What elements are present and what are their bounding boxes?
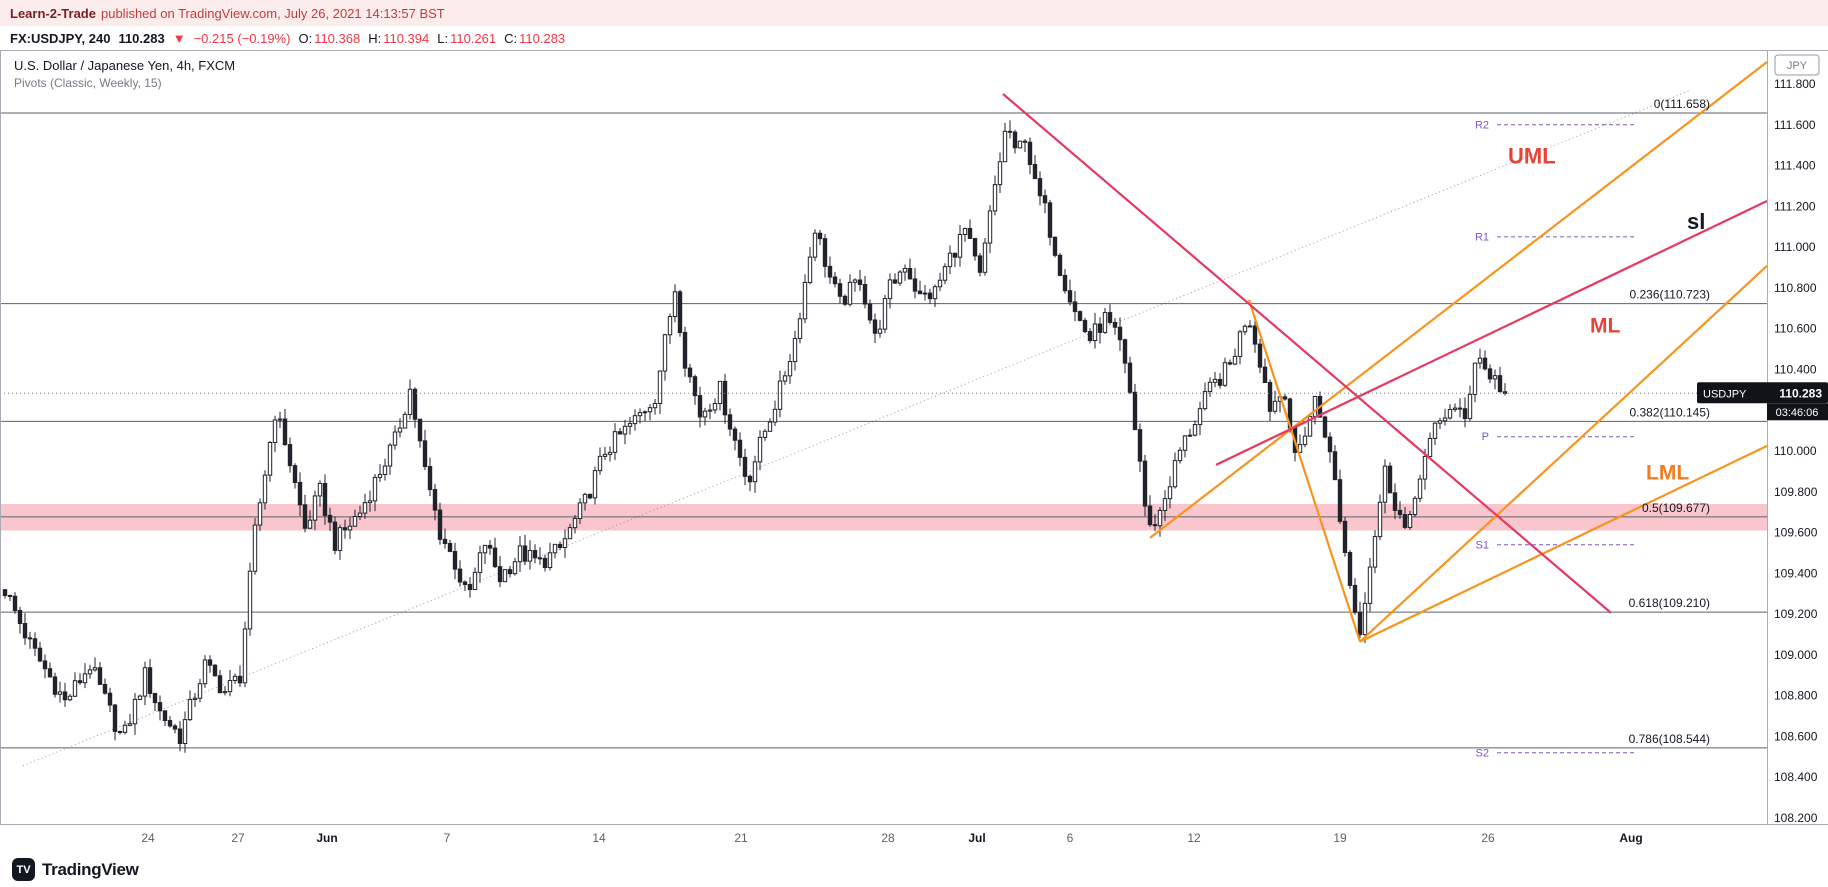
time-tick: 21 — [734, 831, 748, 845]
annotation-UML: UML — [1508, 144, 1556, 169]
open-value: 110.368 — [314, 30, 361, 46]
time-tick: 28 — [881, 831, 895, 845]
time-tick: 27 — [231, 831, 245, 845]
fib-label: 0.618(109.210) — [1629, 596, 1710, 610]
tradingview-logo-icon[interactable]: TV — [12, 858, 35, 881]
high-value: 110.394 — [383, 30, 430, 46]
currency-badge-label: JPY — [1787, 60, 1808, 72]
pitchfork-median-line[interactable] — [1359, 265, 1768, 643]
bearish-trendline[interactable] — [1002, 93, 1612, 614]
fib-label: 0.382(110.145) — [1629, 405, 1710, 419]
low-label: L: — [437, 30, 449, 46]
pitchfork-handle-line[interactable] — [1247, 299, 1362, 642]
last-price: 110.283 — [118, 30, 165, 46]
annotation-LML: LML — [1646, 462, 1689, 485]
countdown-badge: 03:46:06 — [1767, 403, 1828, 421]
price-tick: 108.800 — [1774, 689, 1818, 703]
price-tick: 109.400 — [1774, 566, 1818, 580]
publisher-bar: Learn-2-Trade published on TradingView.c… — [0, 0, 1828, 26]
time-tick: 7 — [444, 831, 451, 845]
time-tick: 26 — [1481, 831, 1495, 845]
price-tick: 109.200 — [1774, 607, 1818, 621]
publisher-text: published on TradingView.com, July 26, 2… — [100, 5, 445, 21]
price-tick: 110.400 — [1774, 362, 1817, 376]
badge-symbol: USDJPY — [1703, 388, 1747, 400]
price-tick: 111.400 — [1774, 159, 1816, 173]
candlesticks — [2, 120, 1508, 753]
low-value: 110.261 — [450, 30, 497, 46]
footer-bar: TV TradingView — [0, 852, 1828, 887]
price-tick: 108.400 — [1774, 770, 1818, 784]
time-tick: Aug — [1619, 831, 1642, 845]
fib-label: 0(111.658) — [1654, 97, 1710, 111]
price-tick: 110.600 — [1774, 322, 1817, 336]
time-tick: 6 — [1067, 831, 1074, 845]
annotation-sl: sl — [1687, 209, 1705, 234]
symbol-name[interactable]: FX:USDJPY, 240 — [10, 30, 111, 46]
pivot-levels: R2 R1 P S1 S2 — [1475, 119, 1637, 759]
last-price-badge: USDJPY 110.283 — [1697, 382, 1828, 404]
ohlc-low: L: 110.261 — [437, 31, 496, 46]
chart-canvas[interactable]: R2 R1 P S1 S2 0(111.658) 0.236(110.723) 0.382(1… — [0, 50, 1828, 852]
currency-badge: JPY — [1774, 54, 1820, 76]
pitchfork-upper-median-line[interactable] — [1149, 61, 1768, 539]
price-tick: 111.600 — [1774, 118, 1816, 132]
pivot-label-S1: S1 — [1476, 539, 1489, 551]
pivot-label-R2: R2 — [1475, 119, 1489, 131]
price-tick: 109.600 — [1774, 526, 1818, 540]
price-tick: 111.000 — [1774, 240, 1816, 254]
ohlc-high: H: 110.394 — [368, 31, 429, 46]
open-label: O: — [298, 30, 313, 46]
close-label: C: — [504, 30, 518, 46]
fib-label: 0.5(109.677) — [1642, 501, 1710, 515]
price-tick: 108.200 — [1774, 811, 1818, 825]
price-tick: 111.800 — [1774, 77, 1816, 91]
time-axis[interactable]: 24 27 Jun 7 14 21 28 Jul 6 12 19 26 Aug — [141, 831, 1642, 845]
price-axis[interactable]: 111.800 111.600 111.400 111.200 111.000 110.8… — [1774, 77, 1818, 825]
fib-labels: 0(111.658) 0.236(110.723) 0.382(110.145) 0.… — [1629, 97, 1710, 746]
price-tick: 110.800 — [1774, 281, 1817, 295]
fib-label: 0.236(110.723) — [1629, 288, 1710, 302]
pivot-label-P: P — [1482, 431, 1489, 443]
price-tick: 109.000 — [1774, 648, 1818, 662]
price-chart[interactable]: R2 R1 P S1 S2 0(111.658) 0.236(110.723) 0.382(1… — [0, 50, 1828, 852]
annotation-labels: UML sl ML LML — [1508, 144, 1705, 485]
high-label: H: — [368, 30, 382, 46]
plot-borders — [0, 50, 1828, 825]
ohlc-close: C: 110.283 — [504, 31, 565, 46]
time-tick: 19 — [1333, 831, 1347, 845]
down-arrow-icon: ▼ — [172, 30, 186, 46]
badge-price: 110.283 — [1779, 386, 1822, 400]
price-tick: 109.800 — [1774, 485, 1818, 499]
time-tick: 12 — [1187, 831, 1201, 845]
trendlines — [1002, 61, 1768, 643]
price-tick: 111.200 — [1774, 199, 1816, 213]
badge-countdown: 03:46:06 — [1776, 407, 1819, 419]
pivot-label-S2: S2 — [1476, 747, 1489, 759]
fib-retracement-lines — [0, 112, 1767, 749]
chart-indicator-label[interactable]: Pivots (Classic, Weekly, 15) — [14, 76, 162, 90]
price-tick: 110.000 — [1774, 444, 1817, 458]
bullish-trendline[interactable] — [1215, 200, 1768, 466]
publisher-author-link[interactable]: Learn-2-Trade — [10, 5, 96, 21]
time-tick: Jul — [968, 831, 985, 845]
fib-label: 0.786(108.544) — [1629, 732, 1710, 746]
pivot-label-R1: R1 — [1475, 231, 1489, 243]
close-value: 110.283 — [519, 30, 566, 46]
price-tick: 108.600 — [1774, 729, 1818, 743]
symbol-bar: FX:USDJPY, 240 110.283 ▼ −0.215 (−0.19%)… — [0, 26, 1828, 50]
time-tick: Jun — [316, 831, 337, 845]
time-tick: 24 — [141, 831, 155, 845]
tradingview-brand[interactable]: TradingView — [42, 859, 139, 879]
pitchfork-lower-median-line[interactable] — [1359, 444, 1768, 643]
ohlc-open: O: 110.368 — [298, 31, 360, 46]
price-change: −0.215 (−0.19%) — [193, 30, 291, 46]
chart-symbol-title: U.S. Dollar / Japanese Yen, 4h, FXCM — [14, 58, 236, 73]
annotation-ML: ML — [1590, 315, 1620, 338]
time-tick: 14 — [592, 831, 606, 845]
